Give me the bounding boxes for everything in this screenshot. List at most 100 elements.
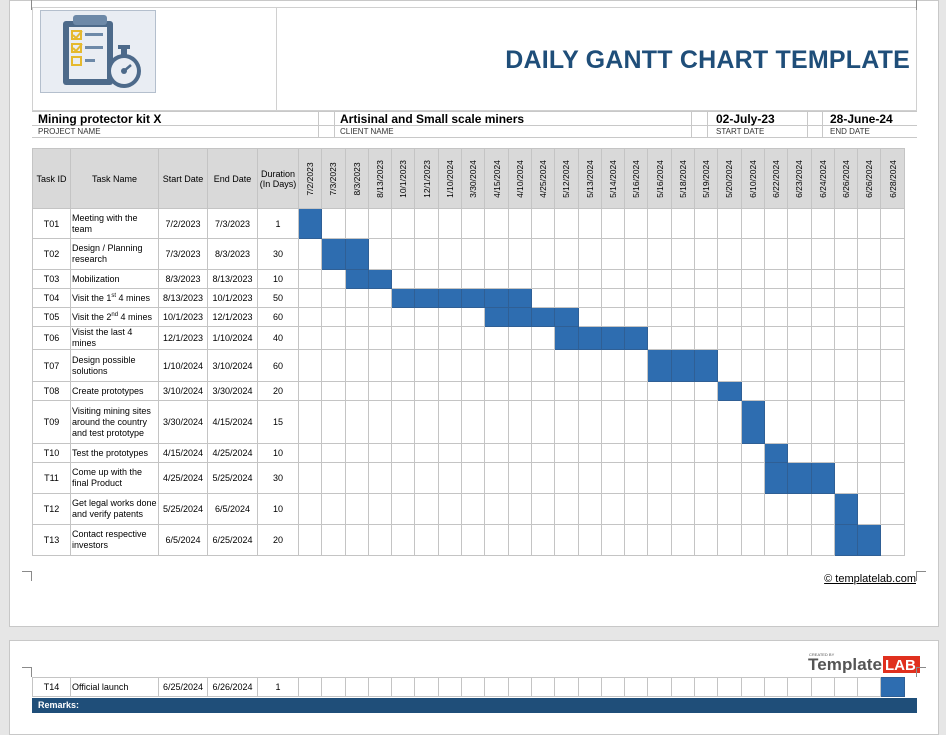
timeline-date-label: 5/12/2024 bbox=[561, 159, 572, 198]
timeline-cell bbox=[530, 326, 556, 350]
timeline-cell bbox=[833, 288, 859, 308]
timeline-cell bbox=[530, 269, 556, 289]
timeline-cell bbox=[857, 326, 882, 350]
timeline-cell bbox=[717, 288, 742, 308]
col-header-task-name: Task Name bbox=[70, 148, 159, 209]
timeline-cell bbox=[787, 400, 812, 444]
gantt-bar-cell bbox=[344, 238, 369, 270]
timeline-cell bbox=[577, 208, 602, 239]
timeline-cell bbox=[507, 269, 532, 289]
gantt-bar-cell bbox=[787, 462, 812, 494]
gantt-bar-cell bbox=[694, 349, 719, 382]
timeline-cell bbox=[577, 349, 602, 382]
timeline-cell bbox=[297, 381, 323, 401]
timeline-cell bbox=[740, 208, 765, 239]
timeline-cell bbox=[787, 238, 812, 270]
timeline-cell bbox=[717, 269, 742, 289]
timeline-cell bbox=[414, 443, 439, 463]
timeline-cell bbox=[740, 381, 765, 401]
task-name-cell: Design / Planning research bbox=[70, 238, 159, 270]
task-duration-cell: 30 bbox=[257, 238, 299, 270]
timeline-cell bbox=[321, 349, 346, 382]
timeline-cell bbox=[810, 238, 835, 270]
timeline-cell bbox=[530, 524, 556, 556]
timeline-cell bbox=[670, 269, 696, 289]
timeline-cell bbox=[810, 443, 835, 463]
timeline-cell bbox=[857, 307, 882, 327]
timeline-cell bbox=[880, 400, 905, 444]
timeline-cell bbox=[297, 400, 323, 444]
task-row: T12 Get legal works done and verify paten… bbox=[32, 493, 905, 525]
timeline-cell bbox=[391, 307, 416, 327]
task-end-cell: 7/3/2023 bbox=[207, 208, 258, 239]
task-id-cell: T08 bbox=[32, 381, 71, 401]
timeline-cell bbox=[670, 288, 696, 308]
timeline-date-label: 5/14/2024 bbox=[608, 159, 618, 198]
end-date-label: END DATE bbox=[830, 127, 870, 136]
task-row: T13 Contact respective investors 6/5/2024 6… bbox=[32, 524, 905, 556]
timeline-cell bbox=[810, 307, 835, 327]
timeline-cell bbox=[787, 307, 812, 327]
timeline-cell bbox=[367, 381, 393, 401]
timeline-date-header: 1/10/2024 bbox=[437, 148, 463, 209]
timeline-cell bbox=[297, 307, 323, 327]
col-header-task-id: Task ID bbox=[32, 148, 71, 209]
timeline-cell bbox=[297, 524, 323, 556]
credit-text[interactable]: © templatelab.com bbox=[824, 573, 916, 585]
timeline-cell bbox=[810, 381, 835, 401]
gantt-bar-cell bbox=[484, 307, 509, 327]
timeline-cell bbox=[577, 381, 602, 401]
timeline-cell bbox=[507, 349, 532, 382]
gantt-bar-cell bbox=[321, 238, 346, 270]
timeline-cell bbox=[297, 677, 323, 697]
task-end-cell: 4/15/2024 bbox=[207, 400, 258, 444]
corner-mark bbox=[916, 571, 926, 581]
timeline-date-label: 4/25/2024 bbox=[538, 159, 549, 198]
timeline-cell bbox=[624, 288, 649, 308]
timeline-cell bbox=[391, 443, 416, 463]
header-box: DAILY GANTT CHART TEMPLATE bbox=[32, 7, 917, 112]
task-duration-cell: 60 bbox=[257, 349, 299, 382]
timeline-cell bbox=[461, 349, 486, 382]
timeline-cell bbox=[833, 208, 859, 239]
timeline-cell bbox=[297, 462, 323, 494]
gantt-bar-cell bbox=[810, 462, 835, 494]
timeline-date-header: 7/2/2023 bbox=[297, 148, 323, 209]
task-id-cell: T09 bbox=[32, 400, 71, 444]
timeline-cell bbox=[391, 462, 416, 494]
timeline-cell bbox=[670, 326, 696, 350]
timeline-cell bbox=[810, 400, 835, 444]
timeline-cell bbox=[763, 238, 789, 270]
timeline-cell bbox=[344, 288, 369, 308]
timeline-cell bbox=[624, 238, 649, 270]
timeline-cell bbox=[321, 288, 346, 308]
corner-mark bbox=[22, 0, 32, 10]
timeline-cell bbox=[367, 493, 393, 525]
timeline-date-header: 5/12/2024 bbox=[554, 148, 579, 209]
timeline-date-header: 6/28/2024 bbox=[880, 148, 905, 209]
task-name-cell: Meeting with the team bbox=[70, 208, 159, 239]
timeline-cell bbox=[367, 677, 393, 697]
remarks-bar: Remarks: bbox=[32, 698, 917, 713]
timeline-cell bbox=[484, 326, 509, 350]
timeline-cell bbox=[554, 443, 579, 463]
task-end-cell: 12/1/2023 bbox=[207, 307, 258, 327]
gantt-bar-cell bbox=[600, 326, 626, 350]
timeline-cell bbox=[507, 524, 532, 556]
timeline-cell bbox=[507, 677, 532, 697]
timeline-cell bbox=[624, 462, 649, 494]
gantt-bar-cell bbox=[367, 269, 393, 289]
gantt-bar-cell bbox=[647, 349, 672, 382]
timeline-date-header: 6/26/2024 bbox=[833, 148, 859, 209]
timeline-date-header: 6/23/2024 bbox=[787, 148, 812, 209]
timeline-date-header: 5/16/2024 bbox=[647, 148, 672, 209]
timeline-cell bbox=[530, 238, 556, 270]
timeline-cell bbox=[740, 288, 765, 308]
timeline-cell bbox=[787, 524, 812, 556]
timeline-cell bbox=[461, 524, 486, 556]
info-mid-line bbox=[32, 125, 917, 126]
timeline-date-label: 6/22/2024 bbox=[771, 159, 782, 198]
timeline-cell bbox=[507, 400, 532, 444]
timeline-cell bbox=[437, 400, 463, 444]
task-start-cell: 7/3/2023 bbox=[158, 238, 208, 270]
